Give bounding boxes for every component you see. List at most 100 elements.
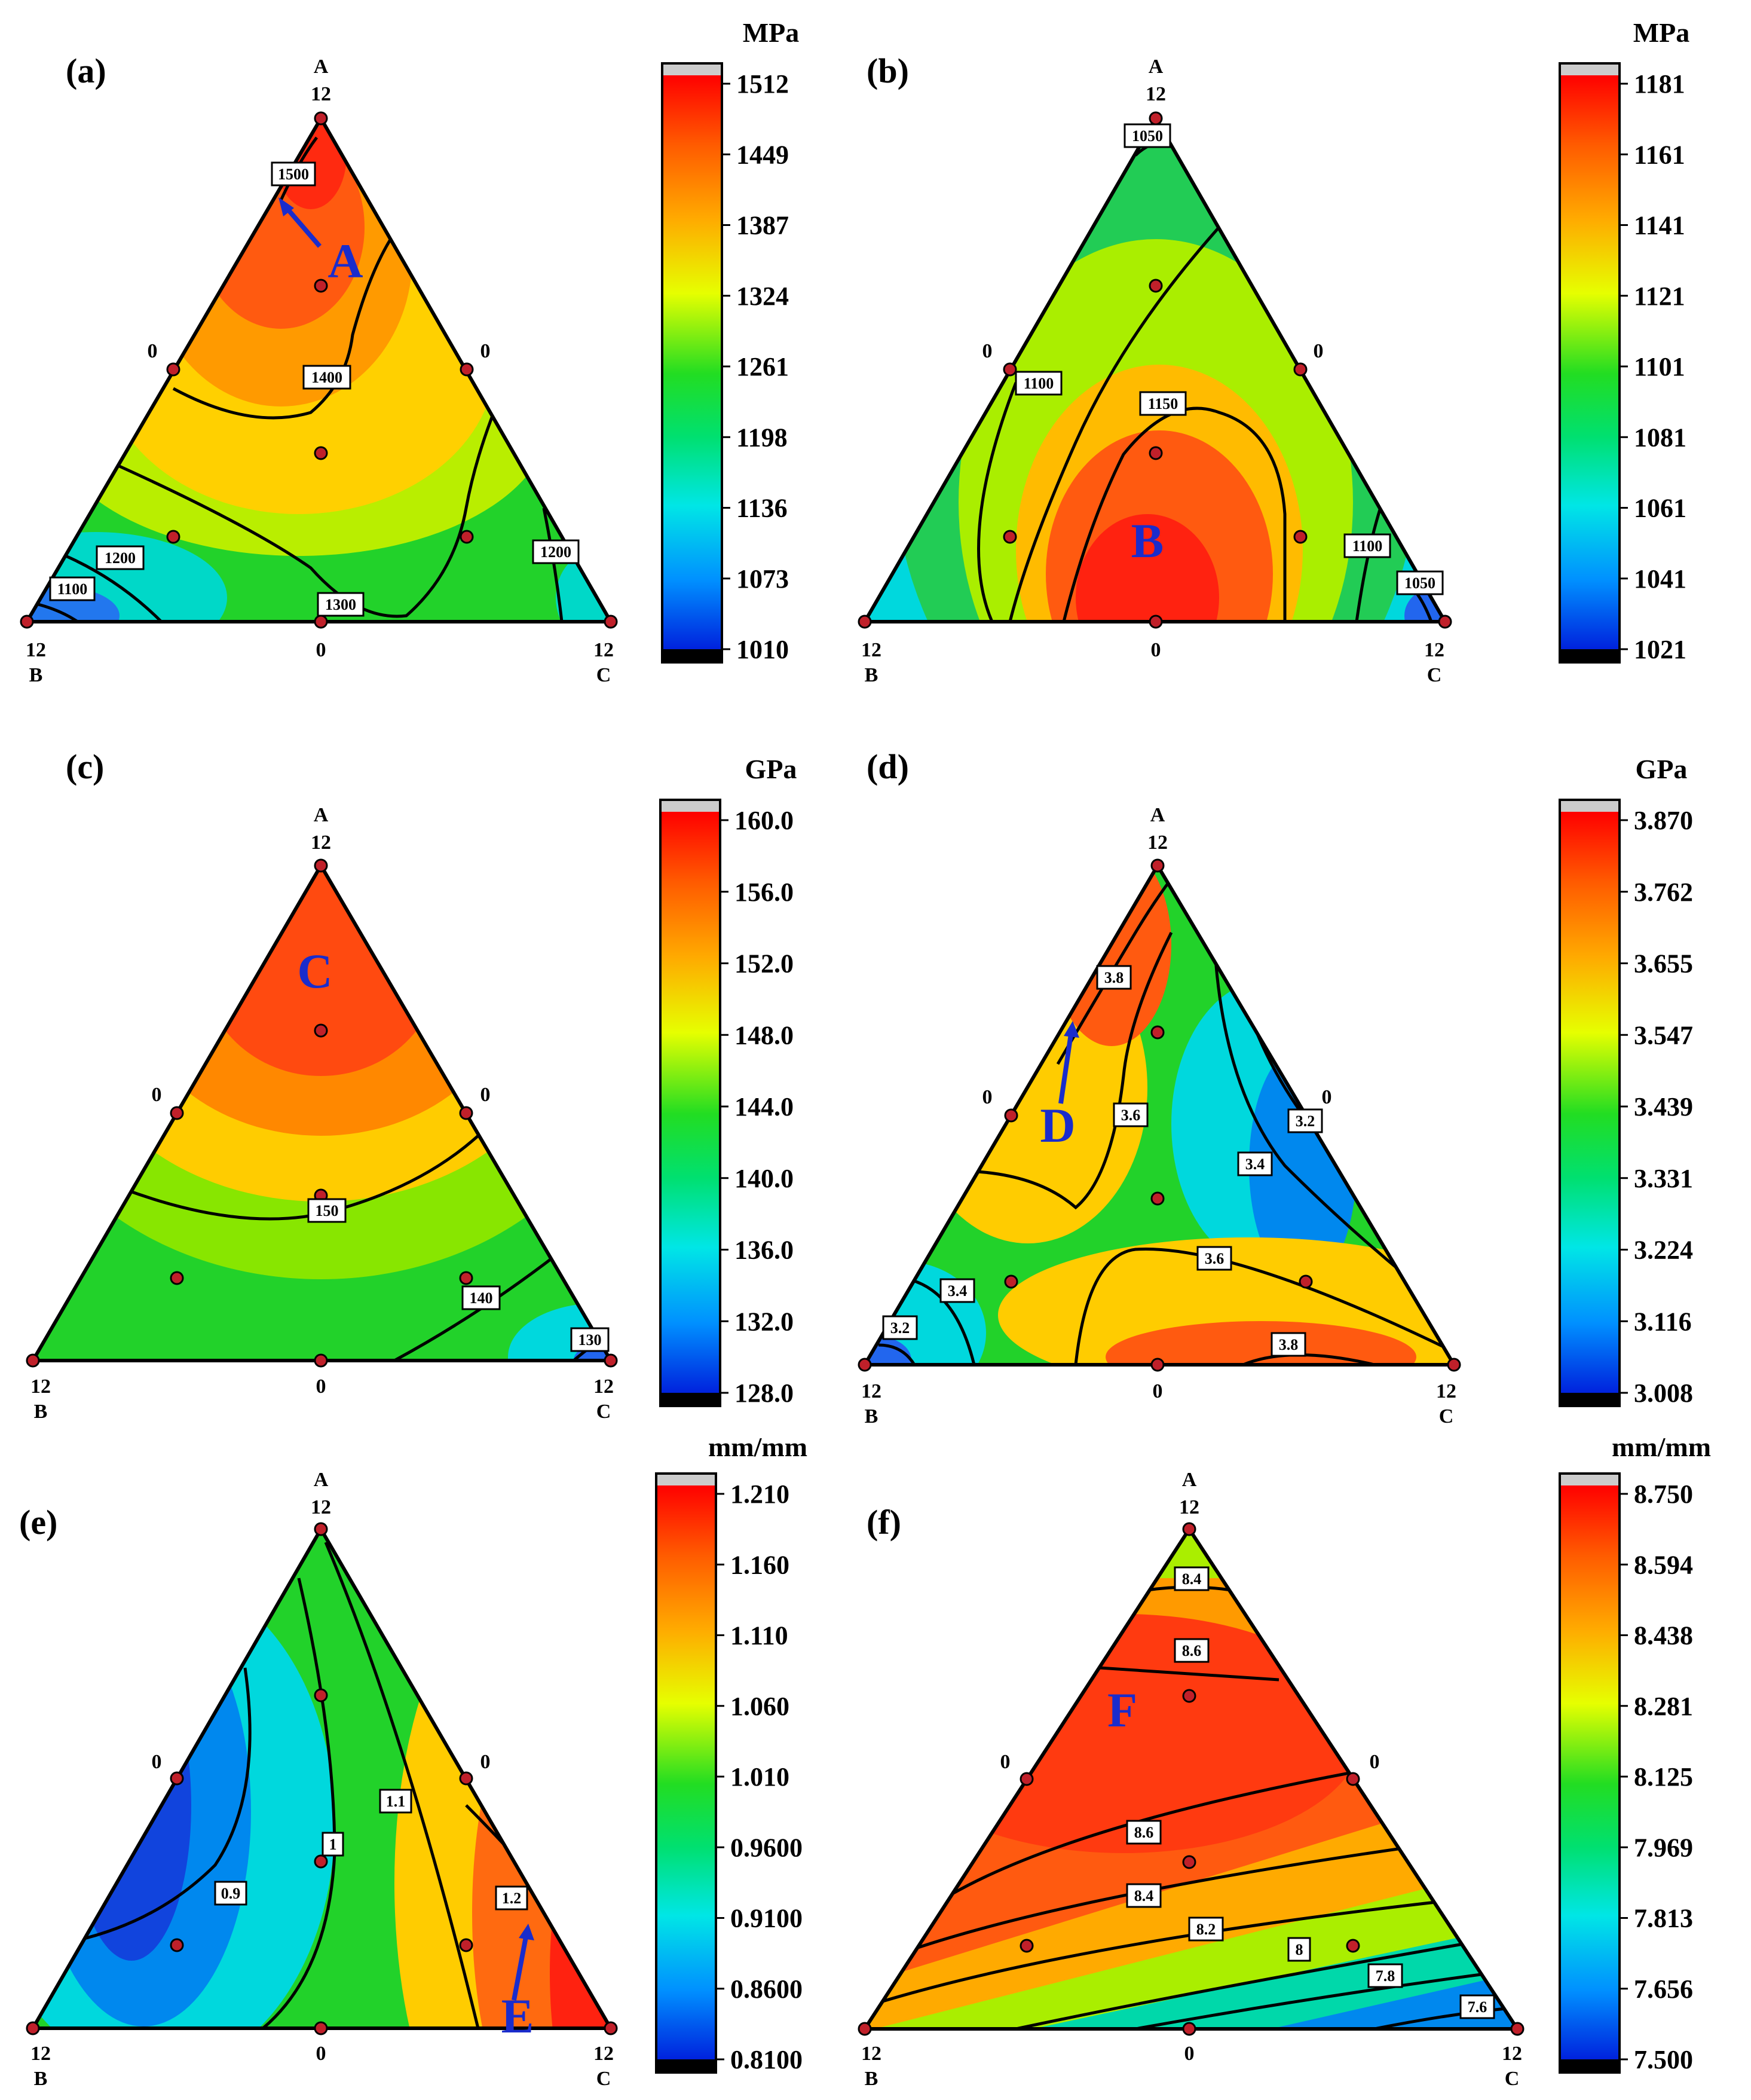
- contour-line: [542, 508, 564, 622]
- colorbar-tick-label: 1041: [1634, 564, 1686, 594]
- svg-text:3.6: 3.6: [1205, 1250, 1225, 1267]
- colorbar-tick-label: 3.655: [1634, 949, 1693, 979]
- design-point: [314, 1023, 328, 1038]
- colorbar-tick-label: 1.060: [730, 1692, 789, 1721]
- vertex-labels: A 12 0 0 12 B 0 12 C: [30, 804, 614, 1423]
- colorbar-tick-label: 0.8100: [730, 2045, 803, 2074]
- contour-line: [1015, 1941, 1471, 2029]
- colorbar-tick-label: 1.010: [730, 1762, 789, 1792]
- design-points: [858, 858, 1461, 1372]
- contour-label: 3.4: [1237, 1151, 1273, 1176]
- colorbar-tick-label: 8.594: [1634, 1550, 1693, 1579]
- colorbar-tick-label: 156.0: [734, 878, 794, 907]
- design-point: [314, 1688, 328, 1702]
- design-point: [1447, 1358, 1461, 1372]
- design-point: [1149, 279, 1163, 293]
- colorbar-tick-label: 1161: [1634, 140, 1685, 169]
- svg-text:0: 0: [316, 1375, 326, 1398]
- svg-text:12: 12: [593, 1375, 614, 1398]
- design-point: [1510, 2022, 1525, 2036]
- design-point: [1150, 858, 1165, 873]
- contour-label: 1300: [317, 592, 365, 617]
- svg-text:1.1: 1.1: [386, 1793, 406, 1810]
- svg-text:1: 1: [329, 1836, 337, 1853]
- design-point: [1150, 1191, 1165, 1206]
- design-point: [459, 1271, 473, 1285]
- colorbar-ticks: 160.0 156.0 152.0 148.0 144.0 140.0 136.0 132.0…: [720, 806, 794, 1408]
- colorbar: mm/mm 8.750 8.594 8.438 8.281 8.125 7.969 7.81…: [1559, 1432, 1711, 2074]
- svg-text:B: B: [865, 664, 878, 686]
- design-point: [604, 615, 618, 629]
- panel-d-heatmap: [865, 866, 1454, 1365]
- design-point: [604, 2021, 618, 2035]
- svg-text:8: 8: [1296, 1941, 1303, 1958]
- contour-label: 3.6: [1196, 1246, 1232, 1271]
- design-point: [314, 111, 328, 126]
- design-point: [1182, 1855, 1196, 1869]
- colorbar-unit: mm/mm: [708, 1432, 807, 1462]
- svg-text:12: 12: [311, 832, 331, 854]
- colorbar-tick-label: 1061: [1634, 494, 1686, 523]
- design-point: [314, 1522, 328, 1536]
- design-point: [1149, 446, 1163, 460]
- svg-text:12: 12: [861, 639, 881, 661]
- contour-label: 8: [1287, 1937, 1311, 1962]
- colorbar-tick-label: 1512: [736, 69, 789, 99]
- svg-text:3.8: 3.8: [1279, 1336, 1299, 1353]
- design-point: [314, 615, 328, 629]
- annotation-arrow: A: [278, 197, 363, 288]
- contour-label: 1100: [1015, 371, 1063, 396]
- design-point: [604, 1353, 618, 1368]
- colorbar-tick-label: 140.0: [734, 1164, 794, 1193]
- svg-text:3.6: 3.6: [1121, 1106, 1141, 1124]
- colorbar: GPa 3.8703.7623.6553.5473.4393.3313.2243…: [1559, 754, 1693, 1408]
- design-point: [170, 1271, 184, 1285]
- svg-text:1400: 1400: [311, 369, 342, 386]
- colorbar-tick-label: 1141: [1634, 211, 1685, 240]
- svg-text:0: 0: [480, 340, 491, 362]
- svg-text:1.2: 1.2: [502, 1890, 522, 1907]
- svg-text:3.4: 3.4: [1245, 1156, 1265, 1173]
- colorbar-unit: MPa: [743, 17, 800, 48]
- colorbar-ticks: 8.750 8.594 8.438 8.281 8.125 7.969 7.813 7.656…: [1620, 1480, 1693, 2074]
- design-point: [166, 530, 180, 544]
- svg-text:12: 12: [593, 2043, 614, 2065]
- contour-labels: 3.8 3.6 3.2 3.4 3.6 3.4 3.2 3.8: [882, 965, 1323, 1357]
- contour-labels: 1.1 1 0.9 1.2: [214, 1789, 528, 1911]
- svg-text:0: 0: [148, 340, 158, 362]
- design-point: [314, 1854, 328, 1869]
- colorbar-tick-label: 3.762: [1634, 878, 1693, 907]
- colorbar-tick-label: 1.110: [730, 1621, 788, 1650]
- svg-text:0: 0: [1000, 1751, 1011, 1773]
- svg-text:12: 12: [1436, 1380, 1456, 1402]
- contour-label: 1150: [1139, 391, 1187, 416]
- colorbar-tick-label: 8.750: [1634, 1480, 1693, 1509]
- svg-text:12: 12: [861, 2043, 881, 2065]
- svg-text:B: B: [865, 1405, 878, 1427]
- annotation-label: C: [297, 944, 332, 998]
- contour-line: [908, 1277, 976, 1365]
- svg-text:C: C: [596, 664, 611, 686]
- contour-line: [65, 1667, 252, 1945]
- contour-label: 8.2: [1188, 1916, 1224, 1942]
- design-point: [460, 530, 474, 544]
- contour-label: 130: [570, 1327, 610, 1352]
- colorbar-tick-label: 1.160: [730, 1550, 789, 1579]
- colorbar-tick-label: 128.0: [734, 1378, 794, 1408]
- svg-text:3.2: 3.2: [1296, 1112, 1315, 1130]
- annotation-label: D: [1040, 1098, 1075, 1153]
- svg-text:1200: 1200: [540, 543, 571, 561]
- svg-text:12: 12: [1424, 639, 1444, 661]
- colorbar-tick-label: 0.9100: [730, 1904, 803, 1933]
- design-point: [1293, 530, 1308, 544]
- colorbar-tick-label: 7.969: [1634, 1833, 1693, 1862]
- svg-text:140: 140: [470, 1289, 493, 1307]
- contour-label: 8.4: [1174, 1566, 1210, 1591]
- contour-labels: 1050 1100 1150 1100 1050: [1015, 123, 1444, 595]
- contour-label: 1100: [1343, 533, 1391, 558]
- colorbar-tick-label: 3.224: [1634, 1236, 1693, 1265]
- colorbar: MPa 1181 1161 1141 1121 1101 1081 1061 1041 1021: [1559, 17, 1689, 664]
- svg-text:12: 12: [1502, 2043, 1522, 2065]
- svg-text:B: B: [34, 2068, 48, 2090]
